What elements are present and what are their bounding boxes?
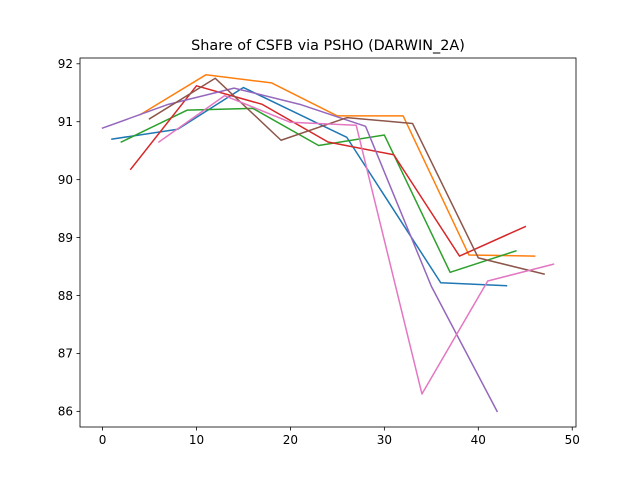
y-tick-label: 86 — [58, 405, 73, 419]
y-tick-label: 89 — [58, 231, 73, 245]
x-tick-label: 30 — [377, 433, 392, 447]
x-tick-label: 20 — [283, 433, 298, 447]
y-tick-label: 90 — [58, 173, 73, 187]
series-line-6 — [148, 77, 545, 275]
x-tick-label: 50 — [565, 433, 580, 447]
plot-frame — [79, 57, 577, 428]
series-line-2 — [139, 74, 536, 257]
series-line-4 — [129, 85, 527, 257]
y-tick-label: 88 — [58, 289, 73, 303]
axes-layer: 0 10 20 30 40 50 86 87 88 89 90 91 92 — [58, 57, 580, 447]
series-line-3 — [120, 107, 517, 274]
chart-title: Share of CSFB via PSHO (DARWIN_2A) — [191, 38, 465, 54]
y-tick-label: 92 — [58, 57, 73, 71]
series-line-1 — [111, 86, 508, 287]
y-tick-label: 87 — [58, 347, 73, 361]
x-tick-label: 10 — [189, 433, 204, 447]
x-tick-label: 40 — [471, 433, 486, 447]
x-tick-label: 0 — [99, 433, 107, 447]
series-line-7 — [157, 94, 555, 395]
y-tick-label: 91 — [58, 115, 73, 129]
series-line-5 — [101, 87, 499, 413]
series-layer — [101, 74, 555, 413]
